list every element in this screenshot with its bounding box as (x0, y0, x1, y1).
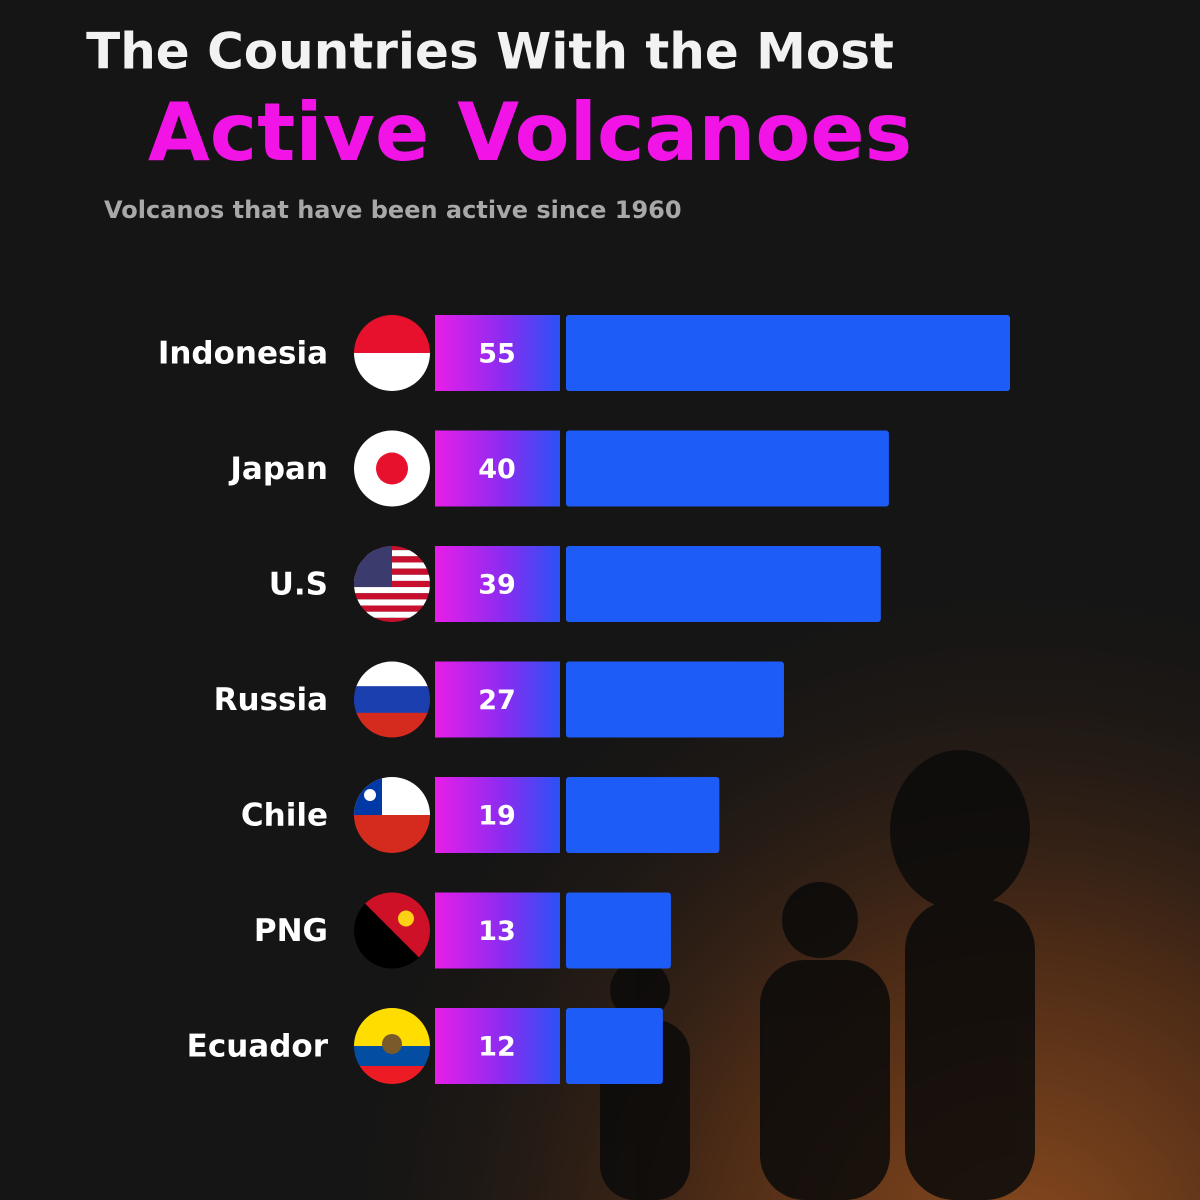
flag-half (354, 892, 430, 969)
flag (354, 892, 430, 969)
value-chip (435, 546, 560, 622)
category-label: PNG (254, 913, 328, 949)
value-label: 55 (478, 339, 516, 370)
flag (354, 430, 430, 507)
value-label: 40 (478, 454, 516, 485)
flag-disc (376, 452, 408, 485)
flag-star (364, 789, 376, 801)
category-label: Ecuador (187, 1029, 329, 1065)
value-chip (435, 661, 560, 738)
caption: Volcanos that have been active since 196… (104, 196, 682, 224)
value-label: 13 (478, 916, 516, 947)
bar (566, 892, 671, 969)
flag-stripe (354, 599, 430, 606)
bar (566, 315, 1010, 391)
flag-stripe (354, 587, 430, 594)
flag-stripe (354, 605, 430, 612)
value-label: 27 (478, 685, 516, 716)
value-label: 39 (478, 570, 516, 601)
flag-stripe (354, 611, 430, 618)
category-label: Japan (228, 451, 328, 487)
category-label: Russia (214, 682, 328, 718)
value-chip (435, 430, 560, 507)
value-chip (435, 777, 560, 853)
value-chip (435, 892, 560, 969)
category-label: Chile (241, 798, 328, 834)
bar (566, 430, 889, 507)
bar (566, 1008, 663, 1084)
flag-stripe (354, 617, 430, 622)
category-label: U.S (269, 567, 328, 603)
value-chip (435, 315, 560, 391)
flag-stripe (354, 1046, 430, 1066)
chart-subtitle: Active Volcanoes (148, 86, 912, 179)
flag-stripe (354, 593, 430, 600)
silhouettes (600, 750, 1035, 1200)
category-label: Indonesia (158, 336, 328, 372)
value-label: 19 (478, 801, 516, 832)
flag-emblem (382, 1034, 402, 1054)
flag (354, 777, 430, 853)
flag (354, 546, 430, 622)
chart-title: The Countries With the Most (86, 23, 894, 81)
value-chip (435, 1008, 560, 1084)
bar (566, 661, 784, 738)
value-label: 12 (478, 1032, 516, 1063)
flag-bird (398, 910, 414, 927)
bar (566, 546, 881, 622)
flag-stripe (354, 686, 430, 714)
bar (566, 777, 720, 853)
